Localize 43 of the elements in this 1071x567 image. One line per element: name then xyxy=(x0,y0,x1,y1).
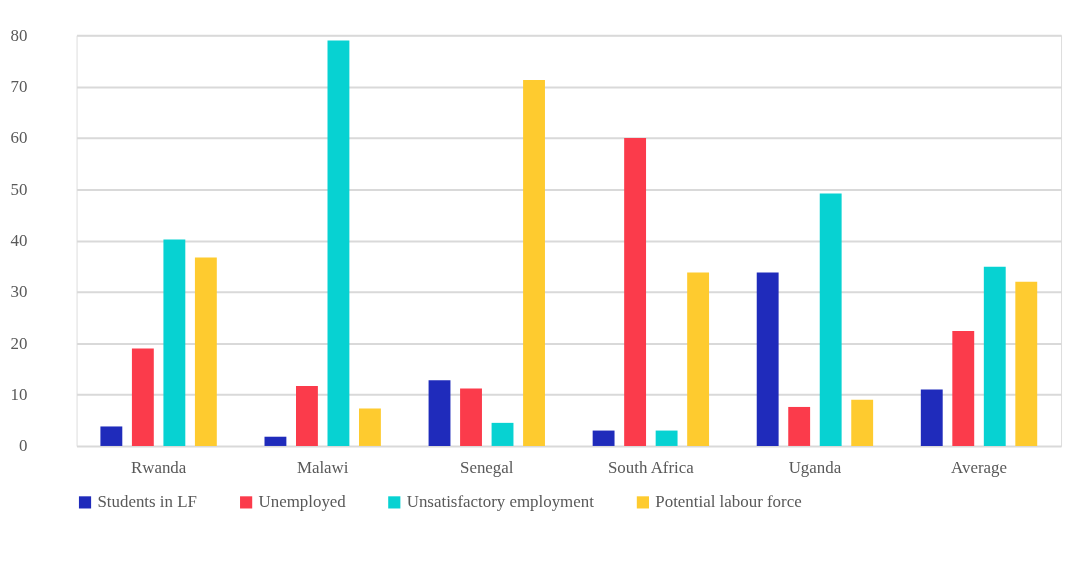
x-tick-label: Malawi xyxy=(296,458,349,478)
legend-label: Potential labour force xyxy=(655,492,802,512)
y-tick-label: 30 xyxy=(10,282,28,302)
legend-label: Unsatisfactory employment xyxy=(406,492,595,512)
bar xyxy=(491,422,514,446)
x-tick-label: Uganda xyxy=(788,458,842,478)
x-tick-label: Rwanda xyxy=(130,458,187,478)
legend-label: Students in LF xyxy=(97,492,197,512)
legend-label: Unemployed xyxy=(258,492,347,512)
y-tick-label: 80 xyxy=(10,25,28,45)
bar xyxy=(460,388,482,446)
bar xyxy=(624,137,647,446)
bar xyxy=(359,408,381,446)
bar xyxy=(327,40,350,446)
y-tick-label: 60 xyxy=(10,128,28,148)
bar xyxy=(523,79,545,446)
bar xyxy=(592,430,615,446)
y-tick-label: 0 xyxy=(18,436,28,456)
bar xyxy=(687,272,710,446)
bar xyxy=(296,385,318,446)
bar xyxy=(194,257,217,446)
x-tick-label: South Africa xyxy=(607,458,695,478)
bar xyxy=(983,266,1006,446)
x-tick-label: Average xyxy=(951,458,1007,478)
bar xyxy=(819,193,842,446)
bar xyxy=(163,239,186,446)
x-tick-label: Senegal xyxy=(460,458,514,478)
y-tick-label: 50 xyxy=(10,179,28,199)
y-tick-label: 70 xyxy=(10,77,28,97)
y-tick-label: 20 xyxy=(10,333,28,353)
bar xyxy=(851,399,874,446)
bar xyxy=(428,380,451,446)
bar xyxy=(920,389,943,446)
bar xyxy=(1015,281,1038,446)
bar xyxy=(655,430,678,446)
y-tick-label: 10 xyxy=(10,385,28,405)
bar xyxy=(952,330,975,446)
bar xyxy=(131,348,154,446)
bar xyxy=(100,426,123,446)
bar xyxy=(756,272,779,446)
bar xyxy=(264,436,287,446)
y-tick-label: 40 xyxy=(10,231,28,251)
bar xyxy=(788,406,811,446)
